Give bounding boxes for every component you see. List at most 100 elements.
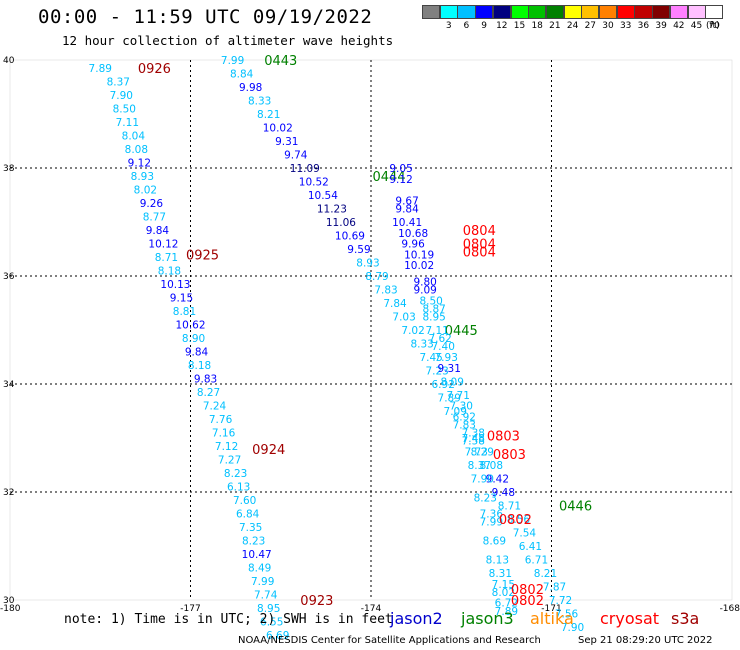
colorbar-swatch (599, 5, 618, 19)
colorbar-swatch (705, 5, 724, 19)
colorbar-swatch (492, 5, 511, 19)
y-tick-label: 40 (3, 56, 15, 66)
colorbar-swatch (563, 5, 582, 19)
wave-height-label: 8.08 (125, 144, 148, 156)
wave-height-label: 8.69 (483, 536, 506, 548)
wave-height-label: 9.05 (389, 163, 412, 175)
y-tick-label: 38 (3, 164, 15, 174)
colorbar-swatch (510, 5, 529, 19)
wave-height-label: 7.27 (218, 455, 241, 467)
wave-height-label: 7.99 (480, 517, 503, 529)
pass-time-label: 0925 (186, 248, 219, 263)
wave-height-label: 8.04 (122, 131, 146, 143)
wave-height-label: 9.15 (170, 293, 193, 305)
wave-height-label: 8.13 (486, 555, 509, 567)
wave-height-label: 7.76 (209, 414, 233, 426)
wave-height-label: 11.23 (317, 204, 347, 216)
wave-height-label: 7.62 (428, 333, 451, 345)
wave-height-label: 9.42 (486, 474, 509, 486)
wave-height-label: 8.27 (197, 387, 220, 399)
wave-height-label: 7.15 (492, 579, 515, 591)
y-tick-label: 30 (3, 596, 15, 606)
pass-time-label: 0802 (511, 594, 544, 609)
wave-height-label: 7.48 (462, 433, 485, 445)
colorbar-label: 33 (619, 21, 632, 31)
wave-height-label: 7.72 (549, 595, 572, 607)
wave-height-label: 6.69 (266, 630, 289, 642)
footer-note: note: 1) Time is in UTC; 2) SWH is in fe… (64, 612, 393, 627)
wave-height-label: 7.73 (465, 447, 488, 459)
wave-height-label: 7.83 (374, 285, 397, 297)
legend-cryosat: cryosat (600, 609, 660, 628)
colorbar-label: 12 (496, 21, 508, 31)
wave-height-label: 9.84 (395, 204, 419, 216)
wave-height-label: 7.71 (447, 390, 470, 402)
x-tick-label: -171 (541, 604, 561, 614)
pass-time-label: 0802 (499, 513, 532, 528)
x-tick-label: -168 (720, 604, 740, 614)
pass-time-label: 0804 (463, 224, 496, 239)
wave-height-label: 10.13 (160, 279, 190, 291)
wave-height-label: 6.92 (453, 411, 476, 423)
wave-height-label: 7.11 (425, 325, 448, 337)
wave-height-label: 8.81 (173, 306, 196, 318)
pass-time-label: 0803 (487, 429, 520, 444)
wave-height-label: 6.72 (495, 598, 518, 610)
pass-time-label: 0445 (445, 324, 478, 339)
x-tick-label: -174 (361, 604, 382, 614)
wave-height-label: 8.23 (474, 492, 497, 504)
colorbar-label: 9 (481, 21, 487, 31)
colorbar-swatch (687, 5, 706, 19)
wave-height-label: 7.90 (471, 474, 494, 486)
wave-height-label: 9.84 (185, 347, 209, 359)
colorbar-label: 21 (549, 21, 561, 31)
wave-height-label: 7.58 (462, 436, 485, 448)
wave-height-label: 10.68 (398, 228, 428, 240)
wave-height-label: 8.71 (155, 252, 178, 264)
wave-height-label: 7.35 (239, 522, 262, 534)
wave-height-label: 7.89 (495, 606, 518, 618)
wave-height-label: 8.37 (107, 77, 130, 89)
wave-height-label: 10.52 (299, 177, 329, 189)
pass-time-label: 0444 (373, 170, 406, 185)
wave-height-label: 9.26 (140, 198, 164, 210)
colorbar-swatch (545, 5, 565, 19)
colorbar-swatch (652, 5, 671, 19)
chart-subtitle: 12 hour collection of altimeter wave hei… (62, 33, 394, 48)
wave-height-label: 9.12 (128, 158, 151, 170)
plot-frame (9, 59, 733, 601)
colorbar-swatch (581, 5, 600, 19)
wave-height-label: 7.56 (555, 609, 579, 621)
colorbar-label: 36 (637, 21, 650, 31)
colorbar-label: 27 (584, 21, 597, 31)
wave-height-label: 7.11 (116, 117, 139, 129)
wave-height-label: 8.90 (182, 333, 205, 345)
wave-height-label: 7.24 (203, 401, 227, 413)
wave-height-label: 6.55 (260, 617, 283, 629)
wave-height-label: 7.99 (221, 55, 244, 67)
colorbar-label: 24 (566, 21, 579, 31)
wave-height-label: 10.69 (335, 231, 365, 243)
wave-height-label: 9.80 (413, 276, 436, 288)
wave-height-label: 7.60 (233, 495, 256, 507)
wave-height-label: 10.02 (404, 260, 434, 272)
wave-height-label: 10.54 (308, 190, 338, 202)
wave-height-label: 7.12 (215, 441, 238, 453)
wave-height-label: 7.87 (543, 582, 566, 594)
colorbar-unit: (ft) (706, 21, 720, 31)
pass-time-label: 0926 (138, 62, 171, 77)
pass-time-label: 0804 (463, 238, 496, 253)
wave-height-label: 10.12 (148, 239, 178, 251)
wave-height-label: 9.84 (146, 225, 170, 237)
colorbar-swatch (634, 5, 653, 19)
wave-height-label: 9.09 (413, 285, 436, 297)
wave-height-label: 6.71 (525, 555, 548, 567)
wave-height-label: 11.09 (290, 163, 320, 175)
colorbar-label: 15 (513, 21, 526, 31)
wave-height-label: 10.41 (392, 217, 422, 229)
wave-height-label: 7.23 (425, 366, 448, 378)
wave-height-label: 8.50 (419, 295, 442, 307)
wave-height-label: 9.12 (389, 174, 412, 186)
wave-height-label: 10.02 (263, 123, 293, 135)
y-tick-label: 32 (3, 488, 14, 498)
